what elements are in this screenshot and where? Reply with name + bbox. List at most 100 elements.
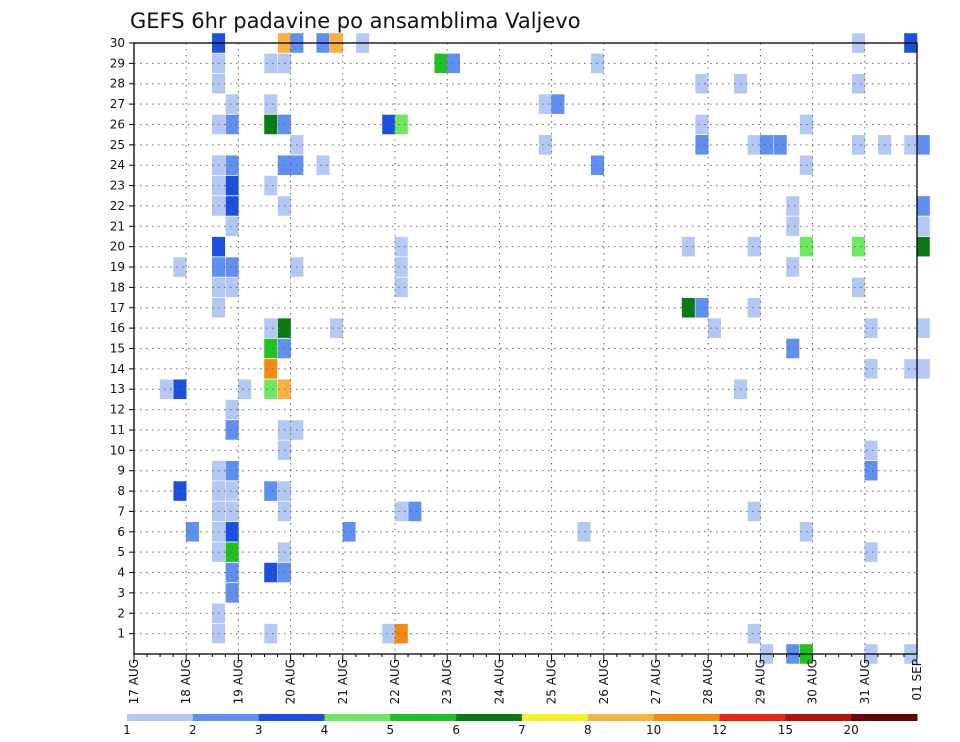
y-tick-label: 14 bbox=[110, 362, 125, 376]
data-cell bbox=[225, 155, 239, 175]
data-cell bbox=[225, 420, 239, 440]
x-tick-label: 26 AUG bbox=[597, 659, 611, 704]
colorbar-segment bbox=[719, 714, 786, 721]
data-cell bbox=[394, 236, 408, 257]
x-tick-label: 17 AUG bbox=[127, 659, 141, 704]
data-cell bbox=[264, 114, 278, 135]
data-cell bbox=[264, 53, 278, 74]
colorbar-label: 5 bbox=[387, 723, 395, 737]
y-tick-label: 12 bbox=[110, 403, 125, 417]
data-cell bbox=[225, 196, 239, 216]
data-cell bbox=[786, 257, 800, 277]
y-tick-label: 10 bbox=[110, 443, 125, 457]
y-tick-label: 19 bbox=[110, 260, 125, 274]
y-tick-label: 26 bbox=[110, 117, 125, 131]
x-tick-label: 01 SEP bbox=[910, 659, 924, 701]
colorbar-label: 1 bbox=[123, 723, 131, 737]
colorbar-label: 3 bbox=[255, 723, 263, 737]
data-cell bbox=[225, 94, 239, 114]
data-cell bbox=[760, 135, 774, 155]
x-tick-label: 19 AUG bbox=[231, 659, 245, 704]
data-cell bbox=[225, 481, 239, 501]
x-tick-label: 22 AUG bbox=[388, 659, 402, 704]
x-tick-label: 18 AUG bbox=[179, 659, 193, 704]
x-tick-label: 24 AUG bbox=[492, 659, 506, 704]
data-cell bbox=[238, 379, 252, 400]
data-cell bbox=[264, 175, 278, 196]
y-tick-label: 15 bbox=[110, 342, 125, 356]
data-cell bbox=[225, 399, 239, 420]
colorbar-label: 15 bbox=[778, 723, 793, 737]
data-cell bbox=[264, 623, 278, 644]
y-tick-label: 22 bbox=[110, 199, 125, 213]
colorbar-segment bbox=[192, 714, 260, 721]
data-cell bbox=[707, 318, 721, 338]
x-tick-label: 28 AUG bbox=[701, 659, 715, 704]
y-tick-label: 16 bbox=[110, 321, 125, 335]
data-cell bbox=[786, 216, 800, 237]
y-tick-label: 30 bbox=[110, 36, 125, 50]
y-tick-label: 13 bbox=[110, 382, 125, 396]
data-cell bbox=[264, 562, 278, 583]
y-tick-label: 5 bbox=[117, 545, 125, 559]
colorbar-label: 10 bbox=[646, 723, 661, 737]
data-cell bbox=[538, 94, 552, 114]
data-cell bbox=[747, 501, 761, 522]
data-cell bbox=[747, 236, 761, 257]
colorbar-segment bbox=[456, 714, 523, 721]
data-cell bbox=[695, 135, 709, 155]
x-tick-label: 31 AUG bbox=[858, 659, 872, 704]
x-tick-label: 23 AUG bbox=[440, 659, 454, 704]
data-cell bbox=[695, 297, 709, 318]
data-cell bbox=[916, 236, 930, 257]
data-cell bbox=[394, 277, 408, 298]
colorbar-label: 4 bbox=[321, 723, 329, 737]
data-cell bbox=[394, 623, 408, 644]
colorbar-label: 20 bbox=[844, 723, 859, 737]
data-cell bbox=[225, 257, 239, 277]
y-tick-label: 9 bbox=[117, 464, 125, 478]
x-tick-label: 30 AUG bbox=[806, 659, 820, 704]
colorbar-segment bbox=[258, 714, 325, 721]
y-tick-label: 3 bbox=[117, 586, 125, 600]
colorbar: 1 2 3 4 5 6 7 8 10 12 15 20 bbox=[123, 714, 918, 737]
data-cell bbox=[551, 94, 565, 114]
y-axis: 1234567891011121314151617181920212223242… bbox=[110, 36, 134, 641]
data-cell bbox=[264, 379, 278, 400]
data-cell bbox=[904, 135, 918, 155]
data-cell bbox=[382, 623, 396, 644]
y-tick-label: 25 bbox=[110, 138, 125, 152]
data-cell bbox=[773, 135, 787, 155]
data-cells bbox=[159, 33, 930, 664]
data-cell bbox=[916, 359, 930, 379]
colorbar-label: 6 bbox=[452, 723, 460, 737]
data-cell bbox=[852, 236, 866, 257]
data-cell bbox=[747, 135, 761, 155]
data-cell bbox=[264, 481, 278, 501]
data-cell bbox=[225, 277, 239, 298]
data-cell bbox=[916, 318, 930, 338]
data-cell bbox=[173, 257, 187, 277]
x-tick-label: 20 AUG bbox=[284, 659, 298, 704]
data-cell bbox=[852, 277, 866, 298]
data-cell bbox=[538, 135, 552, 155]
y-tick-label: 27 bbox=[110, 97, 125, 111]
data-cell bbox=[264, 318, 278, 338]
y-tick-label: 23 bbox=[110, 179, 125, 193]
colorbar-segment bbox=[851, 714, 918, 721]
data-cell bbox=[852, 135, 866, 155]
data-cell bbox=[225, 583, 239, 603]
data-cell bbox=[394, 501, 408, 522]
data-cell bbox=[864, 460, 878, 481]
data-cell bbox=[225, 460, 239, 481]
colorbar-segment bbox=[324, 714, 391, 721]
data-cell bbox=[916, 135, 930, 155]
data-cell bbox=[185, 522, 199, 542]
data-cell bbox=[864, 318, 878, 338]
y-tick-label: 2 bbox=[117, 606, 125, 620]
data-cell bbox=[225, 114, 239, 135]
y-tick-label: 28 bbox=[110, 77, 125, 91]
data-cell bbox=[159, 379, 173, 400]
chart-title: GEFS 6hr padavine po ansamblima Valjevo bbox=[130, 9, 581, 33]
y-tick-label: 11 bbox=[110, 423, 125, 437]
